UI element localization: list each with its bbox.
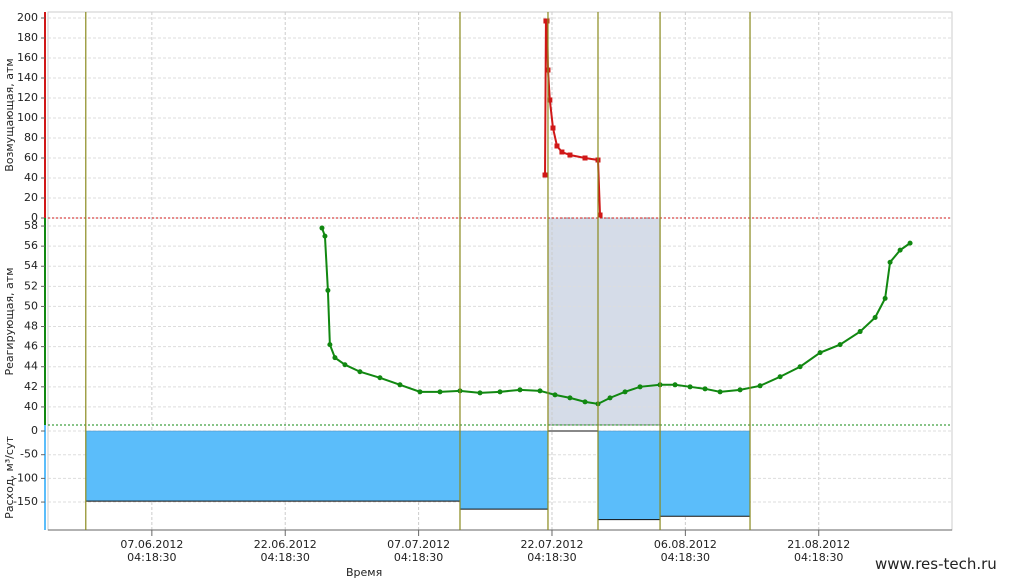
marker (672, 382, 678, 388)
y-tick-label: 46 (24, 340, 38, 353)
y-tick-label: 0 (31, 211, 38, 224)
marker (559, 149, 565, 155)
y-tick-label: 140 (17, 71, 38, 84)
marker (872, 314, 878, 320)
marker (554, 143, 560, 149)
marker (837, 342, 843, 348)
marker (497, 389, 503, 395)
marker (637, 384, 643, 390)
marker (607, 395, 613, 401)
x-tick-label: 22.07.2012 04:18:30 (520, 538, 584, 564)
marker (319, 225, 325, 231)
y-tick-label: 80 (24, 131, 38, 144)
y-tick-label: 58 (24, 219, 38, 232)
marker (737, 387, 743, 393)
marker (342, 362, 348, 368)
y-tick-label: -50 (20, 448, 38, 461)
marker (325, 287, 331, 293)
marker (327, 342, 333, 348)
marker (477, 390, 483, 396)
marker (332, 355, 338, 361)
y-tick-label: 48 (24, 320, 38, 333)
marker (542, 172, 548, 178)
x-tick-label: 07.06.2012 04:18:30 (120, 538, 184, 564)
marker (397, 382, 403, 388)
marker (717, 389, 723, 395)
marker (550, 125, 556, 131)
y-tick-label: 0 (31, 424, 38, 437)
marker (582, 399, 588, 405)
watermark: www.res-tech.ru (875, 555, 997, 573)
marker (567, 395, 573, 401)
marker (702, 386, 708, 392)
marker (517, 387, 523, 393)
y-tick-label: -100 (13, 471, 38, 484)
y-tick-label: 42 (24, 380, 38, 393)
y-tick-label: 100 (17, 111, 38, 124)
y-axis-label: Расход, м³/сут (3, 436, 16, 519)
y-tick-label: 52 (24, 279, 38, 292)
marker (537, 388, 543, 394)
y-axis-label: Реагирующая, атм (3, 268, 16, 376)
x-tick-label: 07.07.2012 04:18:30 (387, 538, 451, 564)
marker (777, 374, 783, 380)
y-tick-label: 120 (17, 91, 38, 104)
marker (377, 375, 383, 381)
marker (897, 247, 903, 253)
bar (597, 430, 661, 520)
marker (357, 369, 363, 375)
x-tick-label: 22.06.2012 04:18:30 (253, 538, 317, 564)
marker (417, 389, 423, 395)
y-tick-label: 50 (24, 299, 38, 312)
marker (567, 152, 573, 158)
y-tick-label: 44 (24, 360, 38, 373)
y-tick-label: 40 (24, 400, 38, 413)
marker (622, 389, 628, 395)
y-tick-label: 200 (17, 11, 38, 24)
bar (459, 430, 549, 510)
marker (547, 97, 553, 103)
marker (544, 18, 550, 24)
marker (882, 295, 888, 301)
marker (907, 240, 913, 246)
y-tick-label: 56 (24, 239, 38, 252)
marker (597, 212, 603, 218)
marker (757, 383, 763, 389)
marker (437, 389, 443, 395)
marker (582, 155, 588, 161)
marker (887, 259, 893, 265)
x-tick-label: 06.08.2012 04:18:30 (653, 538, 717, 564)
marker (857, 329, 863, 335)
x-axis-label: Время (346, 566, 383, 579)
marker (552, 392, 558, 398)
y-axis-label: Возмущающая, атм (3, 58, 16, 171)
bar (659, 430, 751, 517)
y-tick-label: 60 (24, 151, 38, 164)
y-tick-label: 160 (17, 51, 38, 64)
marker (797, 364, 803, 370)
y-tick-label: -150 (13, 495, 38, 508)
marker (817, 350, 823, 356)
y-tick-label: 20 (24, 191, 38, 204)
y-tick-label: 54 (24, 259, 38, 272)
line (321, 227, 911, 405)
bar (85, 430, 461, 502)
y-tick-label: 180 (17, 31, 38, 44)
y-tick-label: 40 (24, 171, 38, 184)
marker (687, 384, 693, 390)
marker (322, 233, 328, 239)
highlight (547, 217, 661, 426)
x-tick-label: 21.08.2012 04:18:30 (787, 538, 851, 564)
